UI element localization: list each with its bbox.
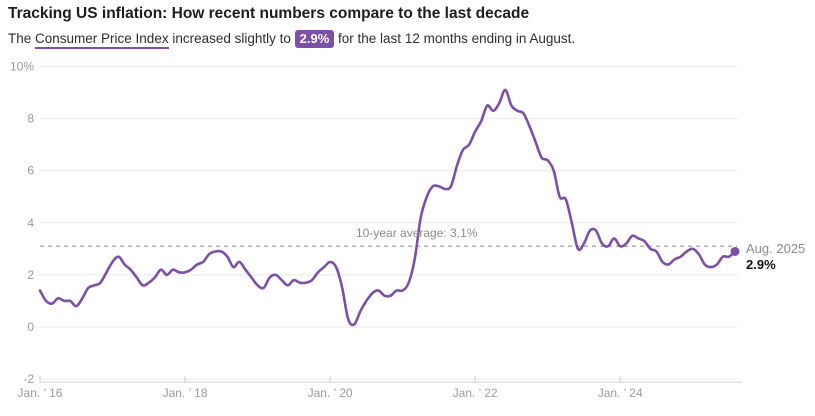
chart-title: Tracking US inflation: How recent number…: [8, 5, 530, 22]
y-axis-tick-label: 8: [27, 112, 34, 126]
x-axis-tick-label: Jan. ’ 22: [453, 386, 498, 400]
cpi-line-series[interactable]: [38, 88, 737, 327]
latest-point-value: 2.9%: [746, 257, 776, 272]
subtitle-prefix: The: [8, 31, 36, 46]
x-axis-tick-label: Jan. ’ 24: [598, 386, 643, 400]
current-rate-badge: 2.9%: [294, 30, 335, 48]
average-line-label: 10-year average: 3.1%: [356, 226, 478, 240]
cpi-term-link[interactable]: Consumer Price Index: [35, 31, 169, 49]
x-axis-tick-label: Jan. ’ 20: [308, 386, 353, 400]
subtitle-suffix: for the last 12 months ending in August.: [334, 31, 576, 46]
y-axis-tick-label: 2: [27, 268, 34, 282]
y-axis-tick-label: 6: [27, 164, 34, 178]
y-axis-tick-label: 10%: [10, 60, 34, 74]
y-axis-tick-label: -2: [23, 372, 34, 386]
subtitle-mid: increased slightly to: [168, 31, 295, 46]
latest-point-annotation: Aug. 2025 2.9%: [746, 241, 805, 272]
x-axis-tick-label: Jan. ’ 16: [18, 386, 63, 400]
chart-header: Tracking US inflation: How recent number…: [8, 5, 798, 49]
x-axis-tick-label: Jan. ’ 18: [163, 386, 208, 400]
chart-subtitle: The Consumer Price Index increased sligh…: [8, 30, 798, 49]
latest-point-date: Aug. 2025: [746, 241, 806, 256]
y-axis-tick-label: 0: [27, 320, 34, 334]
latest-point-dot[interactable]: [730, 246, 740, 256]
y-axis-tick-label: 4: [27, 216, 34, 230]
